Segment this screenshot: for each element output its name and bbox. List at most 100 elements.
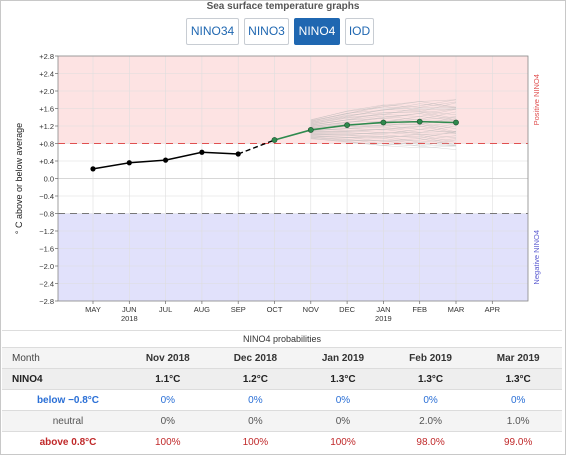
observed-point [199,149,205,155]
observed-point [235,151,241,157]
ensemble-member-line [310,102,457,123]
table-row-nino4: NINO4 1.1°C 1.2°C 1.3°C 1.3°C 1.3°C [2,368,562,390]
table-cell: 0% [124,389,212,411]
row-label: NINO4 [2,368,124,390]
forecast-point [380,119,387,126]
x-tick-label: MAY [85,305,101,314]
table-cell: 0% [474,389,562,411]
ensemble-member-line [310,99,457,120]
observed-point [90,166,96,172]
ensemble-member-line [310,137,457,150]
forecast-point [307,127,314,133]
index-tabs: NINO34 NINO3 NINO4 IOD [186,18,379,45]
forecast-point [271,137,278,143]
nino4-chart: +2.8 +2.4 +2.0 +1.6 +1.2 +0.8 +0.4 0.0 −0.4 −0.8 −… [14,52,541,323]
table-title: NINO4 probabilities [2,330,562,347]
probabilities-table: Month Nov 2018 Dec 2018 Jan 2019 Feb 201… [2,347,562,452]
ensemble-member-line [310,133,457,139]
ensemble-member-line [310,138,457,147]
ensemble-member-line [310,109,457,124]
table-cell: 1.3°C [386,368,475,390]
x-tick-label: SEP [231,305,246,314]
y-tick-label: −0.4 [39,192,54,201]
year-label: 2018 [121,314,138,323]
ensemble-member-line [310,107,457,124]
table-cell: 0% [299,410,387,432]
y-tick-label: +2.0 [39,87,54,96]
y-tick-label: 0.0 [44,175,54,184]
y-tick-label: −0.8 [39,210,54,219]
ensemble-member-line [310,132,457,143]
forecast-line [274,120,457,141]
table-cell: 0% [386,389,475,411]
column-header: Feb 2019 [386,347,475,369]
table-cell: 0% [211,389,300,411]
tab-nino3[interactable]: NINO3 [244,18,289,45]
table-cell: 1.2°C [211,368,300,390]
table-row-above: above 0.8°C 100% 100% 100% 98.0% 99.0% [2,431,562,452]
row-label: above 0.8°C [2,431,124,452]
observed-point [126,160,132,166]
ensemble-member-line [310,125,457,134]
table-row-below: below −0.8°C 0% 0% 0% 0% 0% [2,389,562,411]
x-tick-label: MAR [448,305,465,314]
y-tick-label: −2.8 [39,297,54,306]
x-tick-label: APR [485,305,501,314]
ensemble-member-line [310,108,457,126]
ensemble-member-line [310,126,457,133]
negative-label: Negative NINO4 [532,230,541,285]
year-label: 2019 [375,314,392,323]
table-cell: 100% [124,431,212,452]
table-cell: 98.0% [386,431,475,452]
tab-nino34[interactable]: NINO34 [186,18,239,45]
forecast-point [416,118,423,125]
x-tick-label: JUL [159,305,172,314]
table-cell: 100% [211,431,300,452]
table-cell: 0% [299,389,387,411]
table-cell: 99.0% [474,431,562,452]
observed-point [163,157,169,163]
y-tick-label: +0.8 [39,140,54,149]
tab-nino4[interactable]: NINO4 [294,18,340,45]
y-tick-label: +2.8 [39,52,54,61]
transition-line [237,139,275,155]
row-label: below −0.8°C [2,389,124,411]
y-tick-label: +1.2 [39,122,54,131]
tab-iod[interactable]: IOD [345,18,374,45]
x-tick-label: AUG [194,305,210,314]
table-cell: 1.3°C [299,368,387,390]
column-header: Dec 2018 [211,347,300,369]
table-row-neutral: neutral 0% 0% 0% 2.0% 1.0% [2,410,562,432]
column-header: Mar 2019 [474,347,562,369]
table-header-row: Month Nov 2018 Dec 2018 Jan 2019 Feb 201… [2,347,562,369]
y-tick-label: −2.0 [39,262,54,271]
y-tick-label: +0.4 [39,157,54,166]
forecast-point [344,122,350,129]
y-tick-label: +1.6 [39,105,54,114]
y-tick-label: +2.4 [39,70,54,79]
table-cell: 1.3°C [474,368,562,390]
positive-label: Positive NINO4 [532,74,541,125]
positive-band [58,56,528,144]
y-tick-label: −1.2 [39,227,54,236]
row-label: neutral [2,410,124,432]
column-header: Jan 2019 [299,347,387,369]
x-tick-label: NOV [303,305,319,314]
ensemble-member-line [310,131,457,139]
table-cell: 0% [211,410,300,432]
ensemble-member-line [310,113,457,127]
table-cell: 1.0% [474,410,562,432]
y-tick-label: −1.6 [39,245,54,254]
ensemble-member-line [310,125,457,134]
y-tick-label: −2.4 [39,280,54,289]
table-cell: 2.0% [386,410,475,432]
column-header-month: Month [2,347,124,369]
table-cell: 100% [299,431,387,452]
column-header: Nov 2018 [124,347,212,369]
page-title: Sea surface temperature graphs [206,1,360,12]
probabilities-table-section: NINO4 probabilities Month Nov 2018 Dec 2… [2,330,562,452]
forecast-point [453,119,459,126]
table-cell: 0% [124,410,212,432]
x-tick-label: DEC [339,305,355,314]
x-tick-label: FEB [412,305,427,314]
